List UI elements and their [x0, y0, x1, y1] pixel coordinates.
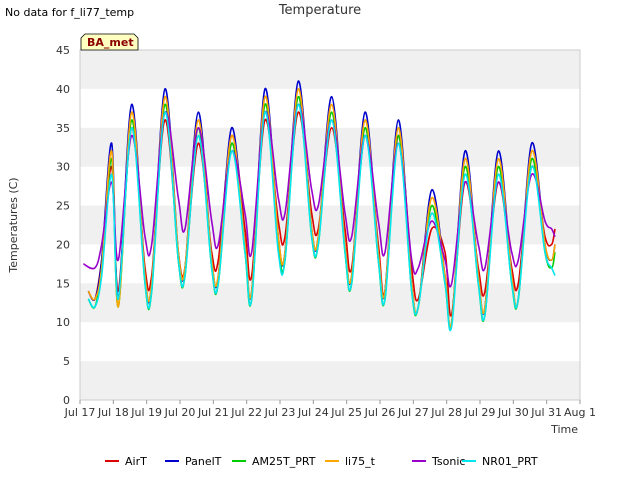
- y-tick-label: 10: [56, 316, 70, 329]
- x-tick-label: Jul 19: [130, 406, 162, 419]
- no-data-note: No data for f_li77_temp: [5, 6, 135, 19]
- series-lines: [82, 80, 556, 332]
- series-line-tsonic: [82, 103, 556, 288]
- series-line-nr01-prt: [87, 103, 556, 332]
- x-tick-label: Jul 21: [197, 406, 229, 419]
- plot-frame: [79, 49, 581, 401]
- y-tick-label: 30: [56, 161, 70, 174]
- legend-label-am25t-prt: AM25T_PRT: [252, 455, 316, 468]
- x-tick-label: Jul 23: [264, 406, 296, 419]
- x-tick-label: Jul 25: [330, 406, 362, 419]
- x-tick-label: Jul 27: [397, 406, 429, 419]
- x-tick-label: Jul 20: [164, 406, 196, 419]
- x-tick-label: Jul 26: [364, 406, 396, 419]
- legend-label-airt: AirT: [125, 455, 147, 468]
- grid-band: [80, 205, 580, 245]
- grid-band: [80, 283, 580, 323]
- chart-title: Temperature: [278, 3, 362, 18]
- y-axis-label: Temperatures (C): [7, 177, 20, 273]
- legend-label-tsonic: Tsonic: [431, 455, 465, 468]
- legend-label-nr01-prt: NR01_PRT: [482, 455, 538, 468]
- x-tick-label: Jul 31: [530, 406, 562, 419]
- x-tick-label: Jul 29: [464, 406, 496, 419]
- site-tag-text: BA_met: [87, 36, 134, 49]
- x-tick-label: Jul 17: [64, 406, 96, 419]
- grid-band: [80, 361, 580, 400]
- x-tick-label: Jul 30: [497, 406, 529, 419]
- site-tag-shape: [80, 33, 139, 51]
- y-tick-label: 20: [56, 238, 70, 251]
- legend: AirT PanelT AM25T_PRT li75_t Tsonic NR01_PRT: [105, 455, 538, 468]
- x-axis: Jul 17 Jul 18 Jul 19 Jul 20 Jul 21 Jul 22 Jul …: [64, 400, 596, 419]
- y-tick-label: 40: [56, 83, 70, 96]
- x-tick-label: Jul 28: [430, 406, 462, 419]
- y-tick-label: 45: [56, 44, 70, 57]
- x-tick-label: Aug 1: [564, 406, 596, 419]
- x-tick-label: Jul 22: [230, 406, 262, 419]
- y-tick-label: 5: [63, 355, 70, 368]
- site-tag: BA_met: [80, 33, 139, 51]
- grid-band: [80, 50, 580, 89]
- y-tick-label: 25: [56, 200, 70, 213]
- y-tick-label: 0: [63, 394, 70, 407]
- y-tick-label: 35: [56, 122, 70, 135]
- legend-label-li75-t: li75_t: [345, 455, 376, 468]
- y-axis: 0 5 10 15 20 25 30 35 40 45: [56, 44, 70, 407]
- x-tick-label: Jul 18: [97, 406, 129, 419]
- x-axis-label: Time: [550, 423, 578, 436]
- legend-label-panelt: PanelT: [185, 455, 222, 468]
- x-tick-label: Jul 24: [297, 406, 329, 419]
- y-tick-label: 15: [56, 277, 70, 290]
